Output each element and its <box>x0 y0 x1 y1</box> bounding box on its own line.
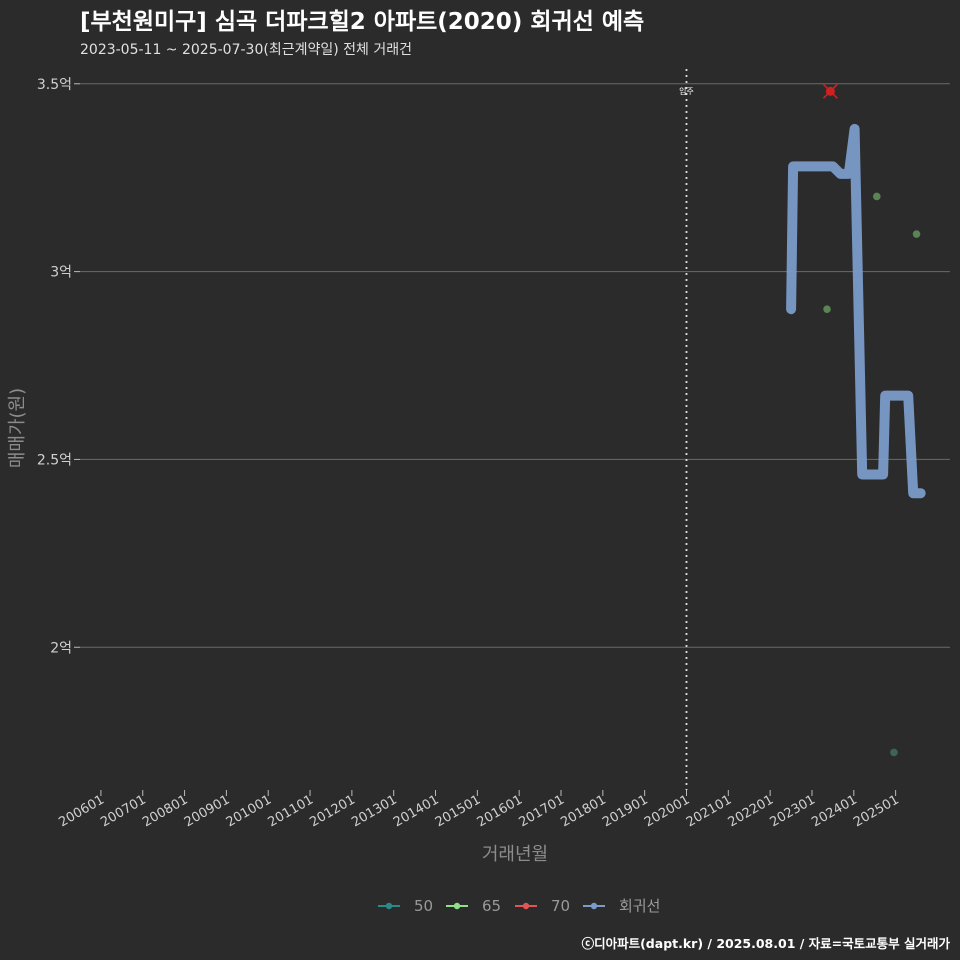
y-tick-label: 2.5억 <box>37 452 72 468</box>
data-point-50 <box>890 748 898 757</box>
legend-key-dot-70 <box>522 902 530 910</box>
x-axis-title: 거래년월 <box>482 844 548 865</box>
chart-title: [부천원미구] 심곡 더파크힐2 아파트(2020) 회귀선 예측 <box>80 9 644 35</box>
caption: ⓒ디아파트(dapt.kr) / 2025.08.01 / 자료=국토교통부 실… <box>582 936 951 951</box>
data-points <box>822 83 921 757</box>
legend-key-dot-65 <box>453 902 461 910</box>
grid-lines <box>74 83 950 796</box>
y-tick-labels: 2억 2.5억 3억 3.5억 <box>37 77 72 656</box>
legend-key-dot-50 <box>385 902 393 910</box>
y-tick-label: 3.5억 <box>37 77 72 93</box>
legend-label-65: 65 <box>482 897 501 915</box>
y-axis-title: 매매가(원) <box>7 388 28 468</box>
move-in-line-group: 입주 <box>679 69 694 790</box>
data-point-65 <box>912 230 921 238</box>
regression-line-group <box>786 123 926 499</box>
highlight-cross-b <box>822 83 838 99</box>
data-point-65 <box>823 305 831 313</box>
legend-key-dot-회귀선 <box>590 902 598 910</box>
legend-label-회귀선: 회귀선 <box>619 897 660 915</box>
move-in-label: 입주 <box>679 87 694 96</box>
data-point-65 <box>873 192 881 201</box>
legend-label-50: 50 <box>414 897 433 915</box>
regression-line <box>786 123 926 499</box>
y-tick-label: 3억 <box>50 265 72 281</box>
legend-label-70: 70 <box>551 897 570 915</box>
y-tick-label: 2억 <box>50 640 72 656</box>
legend: 50 65 70 회귀선 <box>378 897 660 915</box>
chart-subtitle: 2023-05-11 ~ 2025-07-30(최근계약일) 전체 거래건 <box>80 42 412 58</box>
